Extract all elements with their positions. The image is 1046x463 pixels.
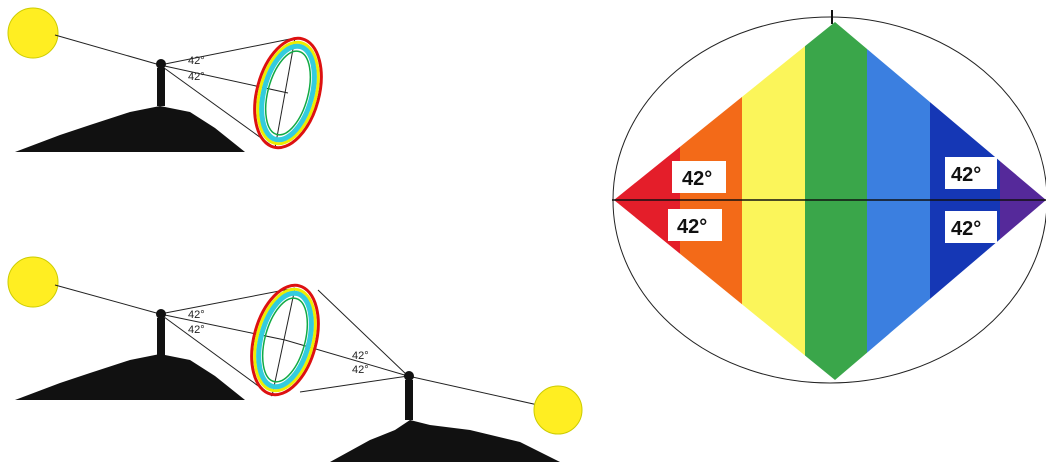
angle-label: 42° [352,350,369,362]
label-boxes [668,157,997,243]
rainbow-diamond: 42° 42° 42° 42° [612,10,1046,384]
sun [7,256,59,308]
angle-label: 42° [352,364,369,376]
angle-label: 42° [951,218,981,240]
angle-label: 42° [682,168,712,190]
hill [15,106,245,152]
observer [404,371,414,420]
angle-label: 42° [188,71,205,83]
angle-label: 42° [188,324,205,336]
top-diagram: 42° 42° [7,7,332,155]
rays [54,284,539,406]
bottom-diagram: 42° 42° 42° 42° [7,256,583,462]
angle-label: 42° [951,164,981,186]
angle-label: 42° [677,216,707,238]
sun [7,7,59,59]
observer [156,309,166,356]
angle-label: 42° [188,55,205,67]
angle-label: 42° [188,309,205,321]
observer [156,59,166,106]
sun [533,385,583,435]
hill [15,354,245,400]
hill [330,420,560,462]
